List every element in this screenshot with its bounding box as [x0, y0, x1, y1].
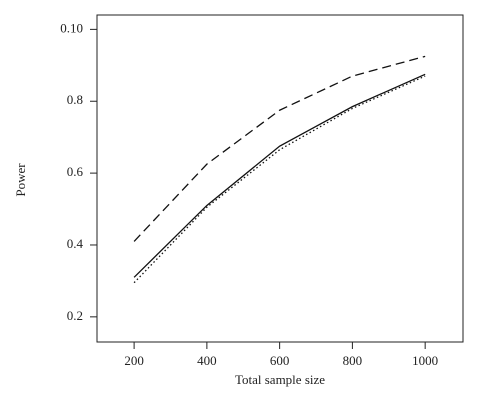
x-tick-label: 600	[270, 353, 290, 368]
y-axis-label: Power	[13, 163, 28, 197]
y-tick-label: 0.8	[67, 92, 83, 107]
plot-frame	[96, 14, 464, 343]
x-tick-label: 400	[197, 353, 217, 368]
series-line	[133, 55, 426, 242]
y-tick-label: 0.10	[60, 20, 83, 35]
x-tick-label: 800	[343, 353, 363, 368]
x-axis-label: Total sample size	[235, 372, 325, 387]
y-tick-label: 0.2	[67, 308, 83, 323]
series-line	[133, 73, 426, 278]
x-tick-label: 1000	[412, 353, 438, 368]
x-tick-label: 200	[124, 353, 144, 368]
series-line	[133, 75, 426, 284]
y-tick-label: 0.6	[67, 164, 84, 179]
y-tick-label: 0.4	[67, 236, 84, 251]
